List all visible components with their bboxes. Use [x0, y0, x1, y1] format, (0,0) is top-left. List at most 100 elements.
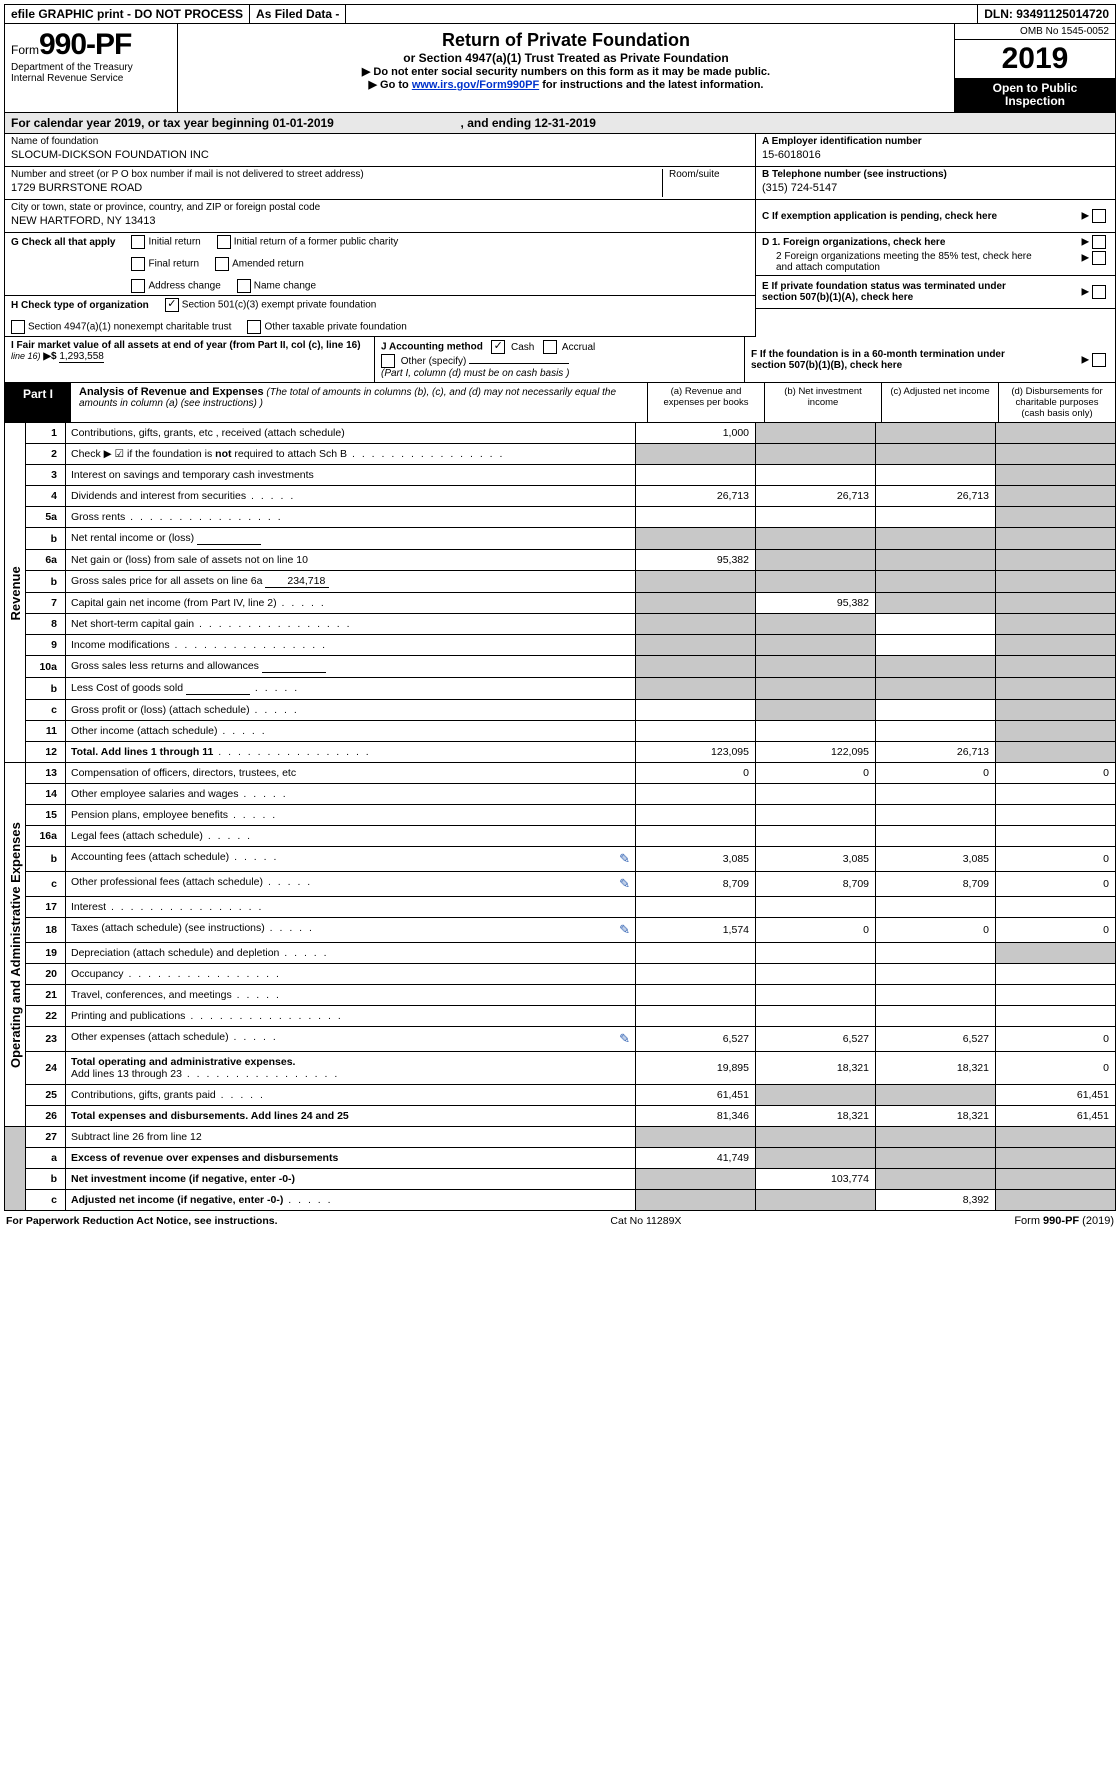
line-number: b: [26, 847, 66, 872]
line-desc: Excess of revenue over expenses and disb…: [66, 1148, 636, 1169]
cb-addr-change[interactable]: Address change: [131, 279, 220, 293]
header-center: Return of Private Foundation or Section …: [178, 24, 954, 112]
final-pad: [5, 1127, 26, 1211]
amount-col-b: 6,527: [756, 1027, 876, 1052]
amount-col-c: [876, 784, 996, 805]
amount-col-b: 0: [756, 918, 876, 943]
amount-col-c: [876, 423, 996, 444]
cb-4947[interactable]: Section 4947(a)(1) nonexempt charitable …: [11, 320, 231, 334]
ijf-row: I Fair market value of all assets at end…: [4, 337, 1116, 383]
line-desc: ✎Other expenses (attach schedule): [66, 1027, 636, 1052]
amount-col-d: [996, 943, 1116, 964]
amount-col-c: [876, 721, 996, 742]
attachment-icon[interactable]: ✎: [619, 1031, 630, 1047]
amount-col-c: 26,713: [876, 742, 996, 763]
part1-table: Revenue1Contributions, gifts, grants, et…: [4, 423, 1116, 1211]
attachment-icon[interactable]: ✎: [619, 851, 630, 867]
amount-col-a: 8,709: [636, 872, 756, 897]
table-row: 17Interest: [5, 897, 1116, 918]
cb-cash[interactable]: ✓ Cash: [491, 342, 534, 353]
city-value: NEW HARTFORD, NY 13413: [11, 213, 749, 227]
f-check[interactable]: ▶: [1082, 353, 1109, 367]
e-check[interactable]: ▶: [1082, 285, 1109, 299]
table-row: 15Pension plans, employee benefits: [5, 805, 1116, 826]
d1-check[interactable]: ▶: [1082, 235, 1109, 249]
table-row: bNet investment income (if negative, ent…: [5, 1169, 1116, 1190]
amount-col-a: [636, 1006, 756, 1027]
table-row: 19Depreciation (attach schedule) and dep…: [5, 943, 1116, 964]
cb-initial-former[interactable]: Initial return of a former public charit…: [217, 235, 399, 249]
inline-field[interactable]: [262, 660, 326, 673]
cb-amended[interactable]: Amended return: [215, 257, 304, 271]
amount-col-c: [876, 943, 996, 964]
d1-label: D 1. Foreign organizations, check here: [762, 237, 945, 248]
d2-check[interactable]: ▶: [1082, 251, 1109, 265]
amount-col-a: [636, 1127, 756, 1148]
table-row: 26Total expenses and disbursements. Add …: [5, 1106, 1116, 1127]
amount-col-c: [876, 700, 996, 721]
table-row: cAdjusted net income (if negative, enter…: [5, 1190, 1116, 1211]
col-a-head: (a) Revenue and expenses per books: [648, 383, 765, 422]
line-number: 21: [26, 985, 66, 1006]
amount-col-c: [876, 507, 996, 528]
cb-accrual[interactable]: Accrual: [543, 342, 596, 353]
tel-value: (315) 724-5147: [762, 180, 1109, 194]
line-desc: Subtract line 26 from line 12: [66, 1127, 636, 1148]
j-label: J Accounting method: [381, 342, 483, 353]
cb-other-tax[interactable]: Other taxable private foundation: [247, 320, 406, 334]
table-row: bLess Cost of goods sold: [5, 678, 1116, 700]
cb-other[interactable]: Other (specify): [381, 356, 466, 367]
amount-col-a: [636, 897, 756, 918]
line-number: 16a: [26, 826, 66, 847]
amount-col-a: [636, 1169, 756, 1190]
table-row: 22Printing and publications: [5, 1006, 1116, 1027]
c-check[interactable]: ▶: [1082, 209, 1109, 223]
form-ref-post: (2019): [1079, 1215, 1114, 1227]
name-value: SLOCUM-DICKSON FOUNDATION INC: [11, 147, 749, 161]
other-input[interactable]: [469, 363, 569, 364]
line-desc: Contributions, gifts, grants paid: [66, 1085, 636, 1106]
table-row: bGross sales price for all assets on lin…: [5, 571, 1116, 593]
d-cell: D 1. Foreign organizations, check here ▶…: [756, 233, 1115, 276]
attachment-icon[interactable]: ✎: [619, 876, 630, 892]
amount-col-b: 18,321: [756, 1106, 876, 1127]
foundation-name-cell: Name of foundation SLOCUM-DICKSON FOUNDA…: [5, 134, 755, 167]
amount-col-d: [996, 1148, 1116, 1169]
amount-col-b: [756, 805, 876, 826]
address-cell: Number and street (or P O box number if …: [5, 167, 755, 200]
ein-value: 15-6018016: [762, 147, 1109, 161]
top-bar: efile GRAPHIC print - DO NOT PROCESS As …: [4, 4, 1116, 24]
g-label: G Check all that apply: [11, 237, 115, 248]
amount-col-a: [636, 678, 756, 700]
line-desc: Total operating and administrative expen…: [66, 1052, 636, 1085]
table-row: 27Subtract line 26 from line 12: [5, 1127, 1116, 1148]
tax-year: 2019: [955, 40, 1115, 78]
info-left: Name of foundation SLOCUM-DICKSON FOUNDA…: [5, 134, 755, 337]
line-number: c: [26, 1190, 66, 1211]
inline-field[interactable]: [197, 532, 261, 545]
amount-col-a: [636, 721, 756, 742]
table-row: 10aGross sales less returns and allowanc…: [5, 656, 1116, 678]
cb-name-change[interactable]: Name change: [237, 279, 316, 293]
attachment-icon[interactable]: ✎: [619, 922, 630, 938]
amount-col-b: 103,774: [756, 1169, 876, 1190]
cb-501c3[interactable]: ✓Section 501(c)(3) exempt private founda…: [165, 298, 377, 312]
amount-col-b: 26,713: [756, 486, 876, 507]
amount-col-a: 41,749: [636, 1148, 756, 1169]
irs-link[interactable]: www.irs.gov/Form990PF: [412, 79, 539, 91]
line-number: 3: [26, 465, 66, 486]
line-desc: Total expenses and disbursements. Add li…: [66, 1106, 636, 1127]
line-number: b: [26, 528, 66, 550]
tel-cell: B Telephone number (see instructions) (3…: [756, 167, 1115, 200]
cb-final[interactable]: Final return: [131, 257, 199, 271]
line-desc: Net rental income or (loss): [66, 528, 636, 550]
line-desc: Gross sales less returns and allowances: [66, 656, 636, 678]
amount-col-c: [876, 985, 996, 1006]
amount-col-d: [996, 784, 1116, 805]
amount-col-b: [756, 614, 876, 635]
cb-initial[interactable]: Initial return: [131, 235, 200, 249]
line-number: 8: [26, 614, 66, 635]
amount-col-b: [756, 656, 876, 678]
inline-field[interactable]: [186, 682, 250, 695]
efile-notice: efile GRAPHIC print - DO NOT PROCESS: [5, 5, 250, 23]
